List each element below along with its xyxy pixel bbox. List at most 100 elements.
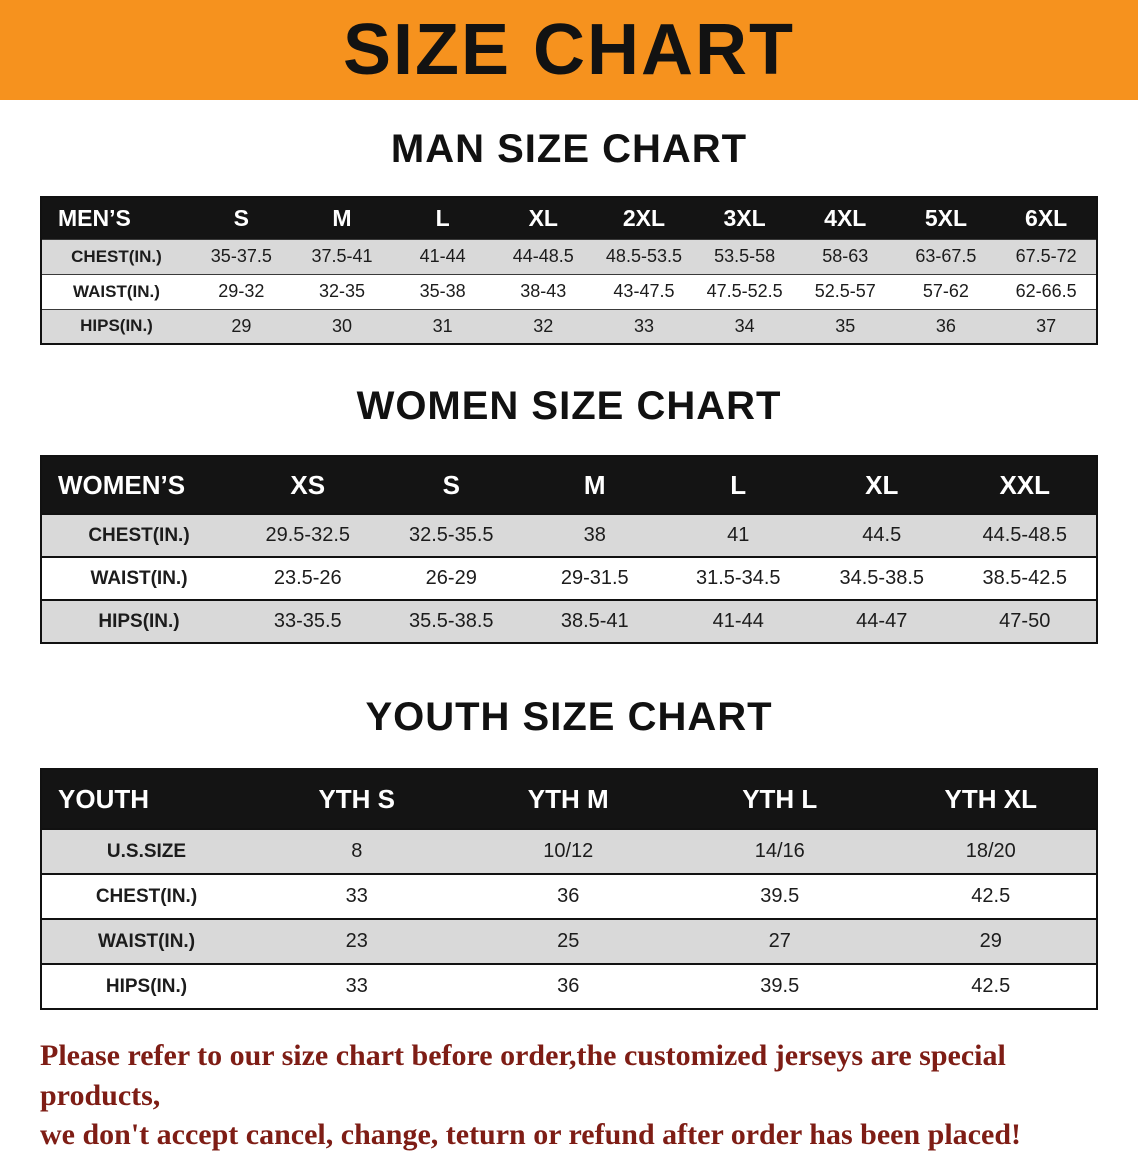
size-header-cell: YTH M — [462, 769, 674, 829]
value-cell: 29.5-32.5 — [265, 524, 350, 546]
note-line-2: we don't accept cancel, change, teturn o… — [40, 1118, 1021, 1152]
value-cell: 63-67.5 — [915, 246, 977, 266]
row-label-cell: CHEST(IN.) — [88, 524, 190, 546]
value-cell: 30 — [331, 315, 352, 336]
value-cell: 41-44 — [419, 246, 466, 266]
value-cell: 36 — [557, 885, 580, 907]
table-row: CHEST(IN.) 29.5-32.5 32.5-35.5 38 41 44.5 44.5… — [41, 514, 1097, 557]
value-cell: 14/16 — [754, 840, 805, 862]
value-cell: 35-38 — [419, 281, 466, 301]
size-header-cell: L — [666, 456, 810, 514]
value-cell: 32 — [533, 315, 554, 336]
size-header-cell: S — [379, 456, 523, 514]
size-header-cell: XS — [236, 456, 380, 514]
value-cell: 18/20 — [965, 840, 1016, 862]
value-cell: 34 — [734, 315, 755, 336]
page-title: SIZE CHART — [343, 10, 795, 90]
value-cell: 23.5-26 — [273, 567, 342, 589]
header-row: YOUTH YTH S YTH M YTH L YTH XL — [41, 769, 1097, 829]
value-cell: 29-32 — [218, 281, 265, 301]
value-cell: 36 — [935, 315, 956, 336]
note-line-1: Please refer to our size chart before or… — [40, 1039, 1006, 1112]
value-cell: 44.5-48.5 — [982, 524, 1067, 546]
value-cell: 32.5-35.5 — [408, 524, 494, 546]
size-header-cell: 4XL — [794, 197, 896, 239]
footer-note: Please refer to our size chart before or… — [40, 1036, 1108, 1155]
value-cell: 29 — [231, 315, 252, 336]
section-youth: YOUTH SIZE CHART YOUTH YTH S YTH M YTH L YTH… — [0, 694, 1138, 1010]
value-cell: 41 — [727, 524, 750, 546]
size-header-cell: XL — [492, 197, 594, 239]
size-header-cell: XL — [810, 456, 954, 514]
size-header-cell: XXL — [953, 456, 1097, 514]
value-cell: 39.5 — [760, 975, 800, 997]
value-cell: 29 — [979, 930, 1002, 952]
value-cell: 33 — [345, 885, 368, 907]
women-size-table: WOMEN’S XS S M L XL XXL CHEST(IN.) 29.5-32.5 32.5… — [40, 455, 1098, 644]
value-cell: 31.5-34.5 — [695, 567, 781, 589]
row-label-cell: HIPS(IN.) — [105, 975, 188, 997]
size-header-cell: 6XL — [996, 197, 1097, 239]
size-header-cell: 2XL — [593, 197, 695, 239]
row-label-cell: U.S.SIZE — [106, 840, 187, 862]
value-cell: 33 — [345, 975, 368, 997]
size-header-cell: 3XL — [694, 197, 795, 239]
table-row: HIPS(IN.) 29 30 31 32 33 34 35 36 37 — [41, 309, 1097, 344]
size-header-cell: M — [523, 456, 667, 514]
value-cell: 10/12 — [543, 840, 594, 862]
row-label-cell: WAIST(IN.) — [97, 930, 196, 952]
size-header-cell: S — [191, 197, 292, 239]
table-title-cell: YOUTH — [41, 769, 251, 829]
value-cell: 44.5 — [862, 524, 902, 546]
value-cell: 36 — [557, 975, 580, 997]
table-title-cell: MEN’S — [41, 197, 191, 239]
row-label-cell: HIPS(IN.) — [98, 610, 180, 632]
table-row: WAIST(IN.) 23.5-26 26-29 29-31.5 31.5-34.5 34… — [41, 557, 1097, 600]
men-size-table: MEN’S S M L XL 2XL 3XL 4XL 5XL 6XL CHEST(IN.) 35-37… — [40, 196, 1098, 345]
value-cell: 31 — [432, 315, 453, 336]
value-cell: 44-47 — [856, 610, 908, 632]
value-cell: 33-35.5 — [273, 610, 342, 632]
banner: SIZE CHART — [0, 0, 1138, 100]
value-cell: 62-66.5 — [1015, 281, 1077, 301]
value-cell: 33 — [633, 315, 654, 336]
value-cell: 35-37.5 — [210, 246, 272, 266]
row-label-cell: CHEST(IN.) — [71, 246, 162, 266]
table-title-cell: WOMEN’S — [41, 456, 236, 514]
value-cell: 34.5-38.5 — [839, 567, 924, 589]
section-women: WOMEN SIZE CHART WOMEN’S XS S M L XL XXL CHEST(… — [0, 383, 1138, 644]
value-cell: 29-31.5 — [560, 567, 629, 589]
value-cell: 38 — [583, 524, 606, 546]
value-cell: 32-35 — [318, 281, 365, 301]
value-cell: 44-48.5 — [512, 246, 574, 266]
table-row: U.S.SIZE 8 10/12 14/16 18/20 — [41, 829, 1097, 874]
size-header-cell: YTH L — [674, 769, 886, 829]
value-cell: 27 — [768, 930, 791, 952]
value-cell: 47.5-52.5 — [706, 281, 783, 301]
value-cell: 38-43 — [520, 281, 567, 301]
value-cell: 8 — [351, 840, 363, 862]
table-row: HIPS(IN.) 33-35.5 35.5-38.5 38.5-41 41-44 44-… — [41, 600, 1097, 643]
value-cell: 38.5-42.5 — [982, 567, 1067, 589]
value-cell: 53.5-58 — [714, 246, 776, 266]
section-men: MAN SIZE CHART MEN’S S M L XL 2XL 3XL 4XL 5XL 6XL… — [0, 126, 1138, 345]
size-header-cell: YTH S — [251, 769, 463, 829]
row-label-cell: WAIST(IN.) — [73, 281, 160, 301]
value-cell: 25 — [557, 930, 580, 952]
value-cell: 57-62 — [922, 281, 969, 301]
row-label-cell: CHEST(IN.) — [95, 885, 198, 907]
header-row: MEN’S S M L XL 2XL 3XL 4XL 5XL 6XL — [41, 197, 1097, 239]
men-section-title: MAN SIZE CHART — [390, 127, 748, 171]
table-row: CHEST(IN.) 35-37.5 37.5-41 41-44 44-48.5 48.5… — [41, 239, 1097, 274]
size-header-cell: YTH XL — [885, 769, 1097, 829]
row-label-cell: WAIST(IN.) — [90, 567, 188, 589]
value-cell: 26-29 — [425, 567, 477, 589]
value-cell: 37.5-41 — [311, 246, 373, 266]
table-row: CHEST(IN.) 33 36 39.5 42.5 — [41, 874, 1097, 919]
header-row: WOMEN’S XS S M L XL XXL — [41, 456, 1097, 514]
table-row: WAIST(IN.) 29-32 32-35 35-38 38-43 43-47.5 47.… — [41, 274, 1097, 309]
value-cell: 41-44 — [712, 610, 764, 632]
row-label-cell: HIPS(IN.) — [80, 316, 153, 336]
value-cell: 52.5-57 — [814, 281, 876, 301]
